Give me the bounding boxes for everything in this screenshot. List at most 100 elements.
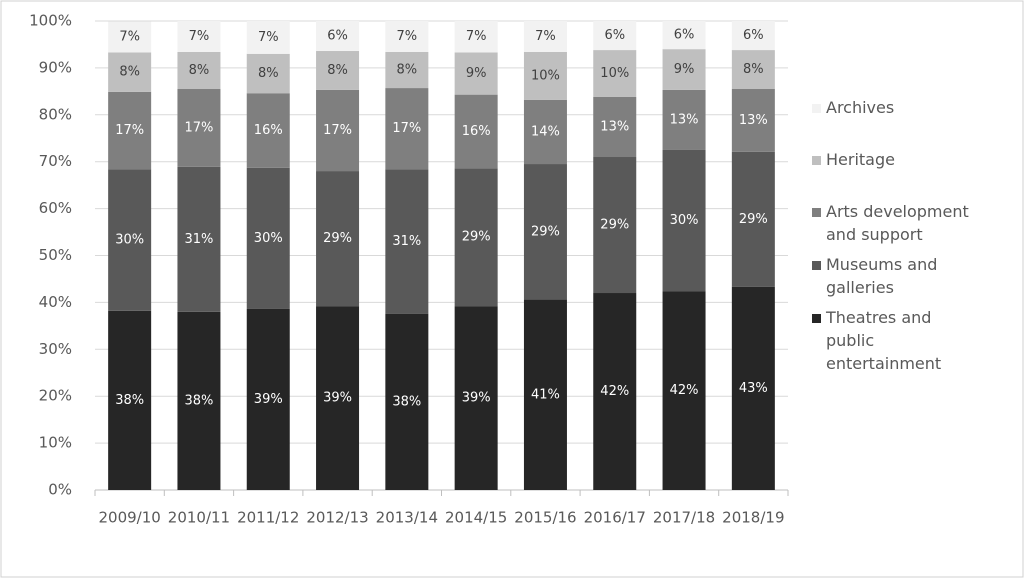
legend-label: Arts development and support	[826, 202, 969, 244]
value-label: 41%	[531, 387, 560, 402]
y-tick-label: 0%	[48, 481, 72, 499]
value-label: 42%	[670, 383, 699, 398]
value-label: 7%	[535, 29, 556, 44]
x-tick-label: 2018/19	[722, 509, 784, 527]
bar-segment	[108, 52, 152, 92]
bar-segment	[177, 51, 221, 90]
x-tick-label: 2015/16	[514, 509, 576, 527]
value-label: 43%	[739, 381, 768, 396]
bar-segment	[108, 169, 152, 311]
value-label: 17%	[323, 123, 352, 138]
value-label: 8%	[743, 62, 764, 77]
bar-segment	[731, 89, 775, 152]
value-label: 42%	[600, 384, 629, 399]
value-label: 7%	[397, 29, 418, 44]
x-tick-label: 2014/15	[445, 509, 507, 527]
legend-label: Museums and galleries	[826, 255, 938, 297]
bar-segment	[246, 167, 290, 309]
bar-segment	[523, 51, 567, 100]
value-label: 7%	[189, 29, 210, 44]
bar-segment	[316, 89, 360, 172]
value-label: 38%	[115, 393, 144, 408]
legend-item: Arts development and support	[812, 200, 976, 246]
legend-swatch	[812, 208, 821, 217]
bar-segment	[177, 21, 221, 52]
value-label: 31%	[392, 234, 421, 249]
bar-segment	[385, 169, 429, 314]
value-label: 30%	[115, 233, 144, 248]
value-label: 14%	[531, 124, 560, 139]
value-label: 29%	[600, 218, 629, 233]
legend-swatch	[812, 314, 821, 323]
bar-segment	[662, 21, 706, 50]
y-tick-label: 10%	[39, 434, 72, 452]
bar-segment	[593, 50, 637, 97]
bar-segment	[385, 88, 429, 170]
value-label: 39%	[323, 391, 352, 406]
value-label: 7%	[119, 29, 140, 44]
x-tick-label: 2012/13	[306, 509, 368, 527]
bar-segment	[454, 168, 498, 307]
legend-item: Theatres and public entertainment	[812, 306, 976, 375]
bar-segment	[523, 299, 567, 490]
y-tick-label: 30%	[39, 340, 72, 358]
bar-segment	[246, 308, 290, 490]
value-label: 8%	[189, 63, 210, 78]
x-tick-label: 2009/10	[98, 509, 160, 527]
value-label: 39%	[254, 392, 283, 407]
y-tick-label: 20%	[39, 387, 72, 405]
bar-segment	[246, 21, 290, 54]
y-tick-label: 100%	[29, 12, 72, 30]
bar-segment	[523, 164, 567, 300]
bar-segment	[385, 313, 429, 490]
bar-segment	[385, 51, 429, 89]
x-tick-label: 2013/14	[376, 509, 438, 527]
bar-segment	[316, 21, 360, 52]
value-label: 29%	[323, 231, 352, 246]
value-label: 30%	[670, 213, 699, 228]
value-label: 8%	[258, 66, 279, 81]
bar-segment	[246, 53, 290, 94]
bar-segment	[523, 21, 567, 52]
value-label: 9%	[674, 62, 695, 77]
value-label: 13%	[670, 112, 699, 127]
bar-segment	[593, 293, 637, 490]
bar-segment	[662, 49, 706, 90]
value-label: 16%	[254, 123, 283, 138]
legend-label: Theatres and public entertainment	[826, 308, 942, 373]
value-label: 6%	[604, 28, 625, 43]
bar-segment	[454, 21, 498, 53]
value-label: 9%	[466, 66, 487, 81]
value-label: 13%	[739, 113, 768, 128]
y-tick-label: 70%	[39, 152, 72, 170]
value-label: 10%	[531, 68, 560, 83]
bar-segment	[454, 94, 498, 169]
value-label: 6%	[674, 28, 695, 43]
bar-segment	[177, 89, 221, 167]
bar-segment	[385, 21, 429, 52]
legend-item: Archives	[812, 96, 976, 119]
bar-segment	[454, 52, 498, 95]
bar-segment	[523, 99, 567, 165]
bar-segment	[731, 286, 775, 490]
value-label: 10%	[600, 66, 629, 81]
bar-segment	[177, 166, 221, 312]
bar-segment	[108, 21, 152, 53]
value-label: 29%	[462, 230, 491, 245]
bar-segment	[662, 149, 706, 292]
value-label: 31%	[184, 232, 213, 247]
y-tick-label: 40%	[39, 293, 72, 311]
legend-swatch	[812, 261, 821, 270]
value-label: 6%	[327, 29, 348, 44]
x-tick-label: 2010/11	[168, 509, 230, 527]
bar-segment	[454, 306, 498, 490]
bar-segment	[662, 89, 706, 150]
bar-segment	[593, 21, 637, 51]
bar-segment	[316, 171, 360, 307]
y-tick-label: 50%	[39, 246, 72, 264]
x-tick-label: 2011/12	[237, 509, 299, 527]
bar-segment	[246, 93, 290, 168]
legend-swatch	[812, 156, 821, 165]
